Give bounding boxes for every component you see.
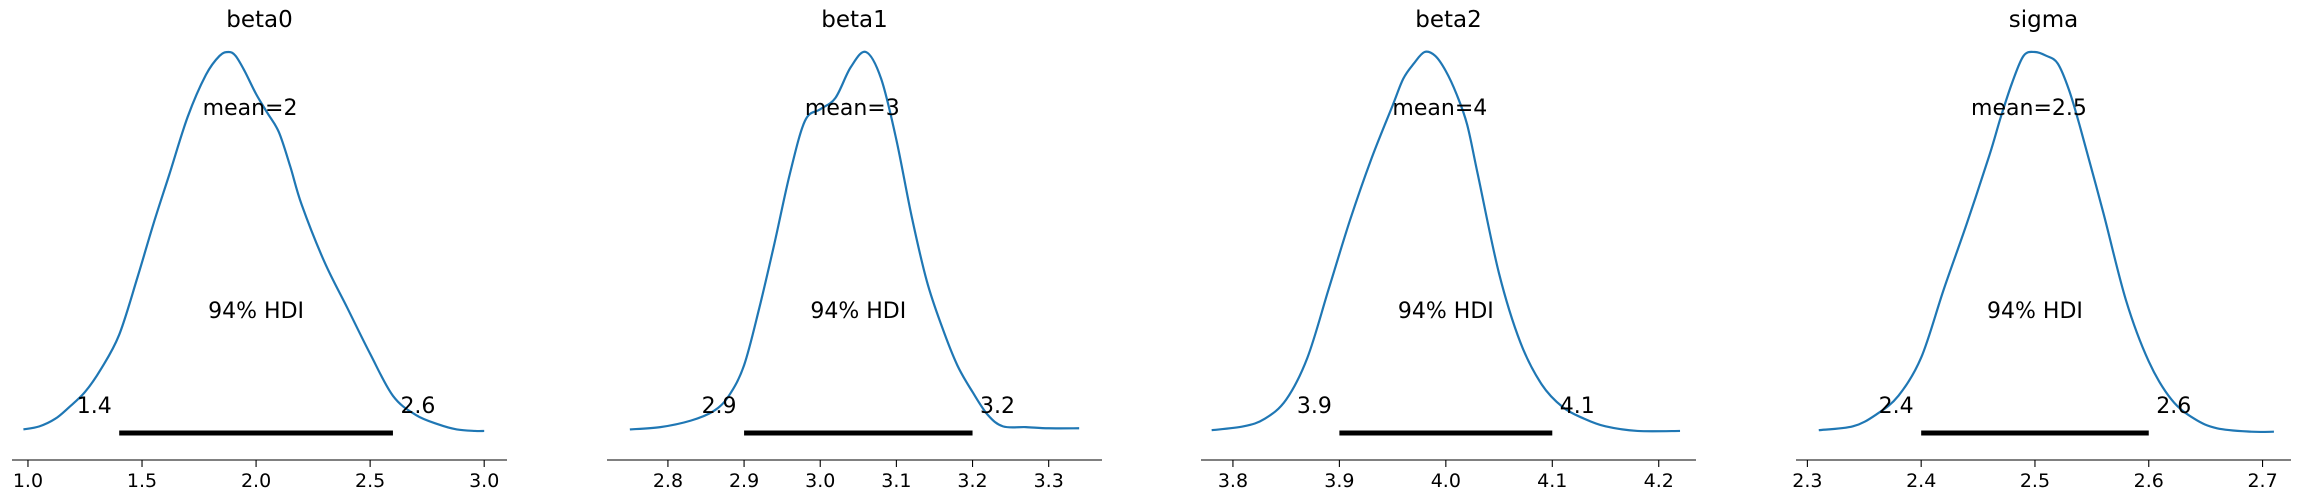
- mean-label: mean=2.5: [1971, 96, 2087, 121]
- x-tick-label: 3.3: [1034, 470, 1064, 492]
- x-tick-label: 3.1: [881, 470, 911, 492]
- x-tick-label: 2.7: [2247, 470, 2277, 492]
- density-curve: [629, 50, 1080, 431]
- x-tick-label: 4.2: [1644, 470, 1674, 492]
- panel-sigma: sigma mean=2.5 94% HDI 2.4 2.6 2.3 2.4 2.5…: [1792, 7, 2291, 492]
- density-curve: [1211, 50, 1681, 433]
- x-tick-label: 2.4: [1906, 470, 1936, 492]
- x-tick-label: 1.0: [13, 470, 43, 492]
- hdi-upper-label: 4.1: [1560, 394, 1595, 419]
- mean-label: mean=3: [805, 96, 900, 121]
- x-tick-label: 2.9: [729, 470, 759, 492]
- mean-label: mean=4: [1392, 96, 1487, 121]
- panel-title: sigma: [2009, 7, 2078, 33]
- hdi-upper-label: 2.6: [2156, 394, 2191, 419]
- panel-title: beta0: [226, 7, 293, 33]
- hdi-label: 94% HDI: [1398, 299, 1494, 324]
- x-tick-label: 3.0: [469, 470, 499, 492]
- hdi-lower-label: 1.4: [77, 394, 112, 419]
- hdi-upper-label: 2.6: [400, 394, 435, 419]
- x-tick-label: 3.2: [957, 470, 987, 492]
- panel-title: beta1: [821, 7, 888, 33]
- x-ticks: 2.3 2.4 2.5 2.6 2.7: [1792, 460, 2278, 492]
- hdi-label: 94% HDI: [810, 299, 906, 324]
- density-curve: [23, 50, 485, 433]
- density-curve: [1818, 50, 2274, 434]
- panel-beta0: beta0 mean=2 94% HDI 1.4 2.6 1.0 1.5 2.0 2.…: [12, 7, 507, 492]
- x-tick-label: 2.3: [1792, 470, 1822, 492]
- x-tick-label: 4.0: [1431, 470, 1461, 492]
- x-tick-label: 4.1: [1537, 470, 1567, 492]
- panel-beta1: beta1 mean=3 94% HDI 2.9 3.2 2.8 2.9 3.0 3.…: [607, 7, 1102, 492]
- x-tick-label: 3.8: [1218, 470, 1248, 492]
- x-tick-label: 2.8: [653, 470, 683, 492]
- mean-label: mean=2: [203, 96, 298, 121]
- hdi-label: 94% HDI: [208, 299, 304, 324]
- x-tick-label: 2.5: [355, 470, 385, 492]
- x-ticks: 1.0 1.5 2.0 2.5 3.0: [13, 460, 499, 492]
- panel-title: beta2: [1415, 7, 1482, 33]
- x-ticks: 3.8 3.9 4.0 4.1 4.2: [1218, 460, 1674, 492]
- hdi-upper-label: 3.2: [980, 394, 1015, 419]
- x-tick-label: 2.5: [2020, 470, 2050, 492]
- x-ticks: 2.8 2.9 3.0 3.1 3.2 3.3: [653, 460, 1064, 492]
- panel-beta2: beta2 mean=4 94% HDI 3.9 4.1 3.8 3.9 4.0 4.…: [1201, 7, 1696, 492]
- x-tick-label: 2.6: [2134, 470, 2164, 492]
- x-tick-label: 2.0: [241, 470, 271, 492]
- x-tick-label: 1.5: [127, 470, 157, 492]
- hdi-lower-label: 2.4: [1879, 394, 1914, 419]
- x-tick-label: 3.9: [1324, 470, 1354, 492]
- hdi-lower-label: 2.9: [702, 394, 737, 419]
- x-tick-label: 3.0: [805, 470, 835, 492]
- hdi-label: 94% HDI: [1987, 299, 2083, 324]
- hdi-lower-label: 3.9: [1297, 394, 1332, 419]
